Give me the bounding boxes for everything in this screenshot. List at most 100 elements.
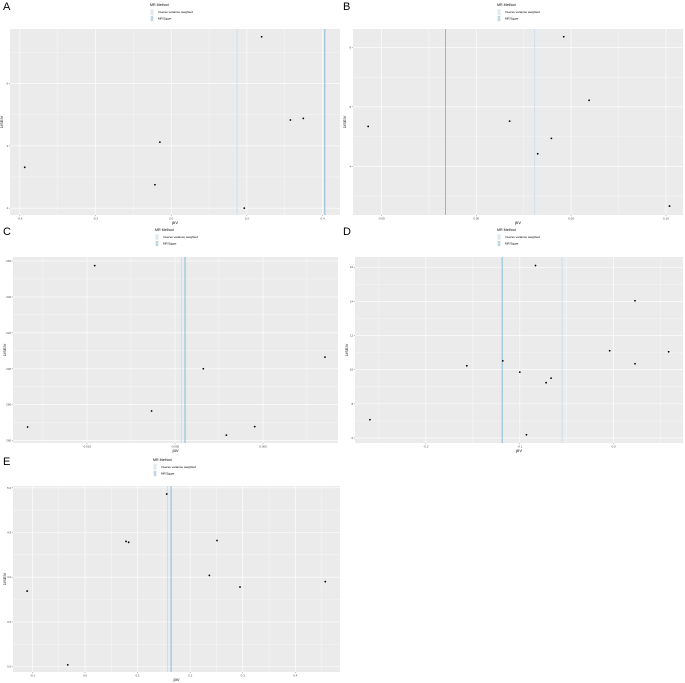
y-tick-label: 300	[6, 367, 11, 371]
y-tick-label: 12	[350, 334, 354, 338]
data-point	[66, 663, 69, 666]
x-tick-label: 0.05	[568, 217, 574, 221]
plot-background	[13, 486, 340, 672]
y-tick-label: 4.5	[7, 531, 12, 535]
plot-background	[13, 257, 338, 443]
data-point	[202, 367, 205, 370]
x-tick-label: 0.0	[612, 445, 617, 449]
y-tick-label: 6	[7, 82, 9, 86]
y-tick-label: 16	[350, 265, 354, 269]
legend-entry: Inverse variance weighted	[505, 10, 540, 14]
data-point	[588, 99, 591, 102]
x-axis-label: βIV	[516, 448, 522, 453]
panel-c: C MR Method Inverse variance weighted MR Eg…	[2, 226, 338, 453]
legend-entry: Inverse variance weighted	[158, 10, 193, 14]
data-point	[667, 350, 670, 353]
plot-background	[353, 29, 683, 215]
legend: MR Method Inverse variance weighted MR Egg…	[497, 228, 540, 247]
data-point	[550, 137, 553, 140]
x-tick-label: 0.2	[188, 674, 193, 678]
y-tick-label: 3.0	[7, 665, 12, 669]
legend: MR Method Inverse variance weighted MR Egg…	[150, 3, 193, 22]
y-tick-label: 4	[7, 144, 9, 148]
y-tick-label: 3.5	[7, 620, 12, 624]
data-point	[536, 152, 539, 155]
plot-background	[355, 257, 683, 443]
panel-label: A	[3, 1, 11, 13]
x-tick-label: 0.0	[169, 217, 174, 221]
x-tick-label: -0.2	[93, 217, 99, 221]
y-axis-label: 1/SEIV	[2, 572, 7, 585]
y-tick-label: 6	[350, 45, 352, 49]
x-tick-label: 0.4	[321, 217, 326, 221]
legend: MR Method Inverse variance weighted MR Egg…	[155, 228, 198, 247]
x-tick-label: -0.1	[30, 674, 36, 678]
legend-title: MR Method	[150, 3, 169, 7]
x-axis-label: βIV	[515, 220, 521, 225]
y-axis-label: 1/SEIV	[2, 343, 7, 356]
data-point	[525, 433, 528, 436]
x-tick-label: -0.1	[517, 445, 523, 449]
data-point	[93, 264, 96, 267]
data-point	[302, 117, 305, 120]
legend-entry: MR Egger	[161, 472, 175, 476]
data-point	[253, 425, 256, 428]
plot-background	[10, 29, 340, 215]
y-tick-label: 2	[7, 206, 9, 210]
data-point	[289, 119, 292, 121]
data-point	[239, 586, 241, 588]
data-point	[534, 264, 537, 267]
data-point	[23, 166, 26, 169]
panel-d: D MR Method Inverse variance weighted MR Eg…	[343, 226, 683, 453]
y-tick-label: 5.0	[7, 486, 12, 490]
data-point	[501, 359, 504, 362]
data-point	[634, 362, 636, 365]
panel-label: D	[343, 226, 351, 238]
panel-e: E MR Method Inverse variance weighted MR Eg…	[2, 456, 340, 682]
data-point	[324, 356, 326, 358]
y-tick-label: 6	[352, 436, 354, 440]
y-tick-label: 14	[350, 299, 354, 303]
x-tick-label: 0.4	[293, 674, 298, 678]
x-tick-label: 0.2	[245, 217, 250, 221]
data-point	[154, 183, 156, 186]
data-point	[634, 299, 636, 302]
data-point	[550, 377, 552, 379]
y-tick-label: 4	[350, 164, 352, 168]
data-point	[165, 493, 168, 495]
y-tick-label: 340	[6, 295, 11, 299]
x-tick-label: -0.010	[83, 445, 92, 449]
legend-entry: Inverse variance weighted	[161, 465, 196, 469]
data-point	[668, 205, 671, 207]
y-axis-label: 1/SEIV	[342, 115, 347, 128]
legend-title: MR Method	[155, 228, 174, 232]
y-tick-label: 10	[350, 368, 354, 372]
data-point	[26, 590, 29, 592]
legend-title: MR Method	[153, 458, 172, 462]
data-point	[508, 120, 511, 123]
legend-entry: MR Egger	[505, 17, 519, 21]
panel-b: B MR Method Inverse variance weighted MR Eg…	[342, 1, 683, 225]
data-point	[26, 426, 29, 428]
legend-entry: Inverse variance weighted	[163, 235, 198, 239]
data-point	[208, 574, 211, 577]
x-axis-label: βIV	[173, 677, 179, 682]
x-tick-label: 0.00	[473, 217, 479, 221]
data-point	[243, 207, 246, 210]
x-tick-label: 0.000	[259, 445, 267, 449]
panel-label: E	[3, 456, 10, 468]
data-point	[324, 580, 327, 583]
legend-entry: MR Egger	[158, 17, 172, 21]
legend-entry: Inverse variance weighted	[505, 235, 540, 239]
legend-entry: MR Egger	[163, 242, 177, 246]
panel-label: C	[3, 226, 11, 238]
x-tick-label: -0.4	[17, 217, 23, 221]
data-point	[216, 539, 218, 542]
legend: MR Method Inverse variance weighted MR Egg…	[153, 458, 196, 477]
data-point	[367, 125, 370, 128]
x-tick-label: -0.05	[378, 217, 385, 221]
x-tick-label: 0.3	[241, 674, 246, 678]
data-point	[225, 434, 228, 436]
y-tick-label: 8	[352, 402, 354, 406]
